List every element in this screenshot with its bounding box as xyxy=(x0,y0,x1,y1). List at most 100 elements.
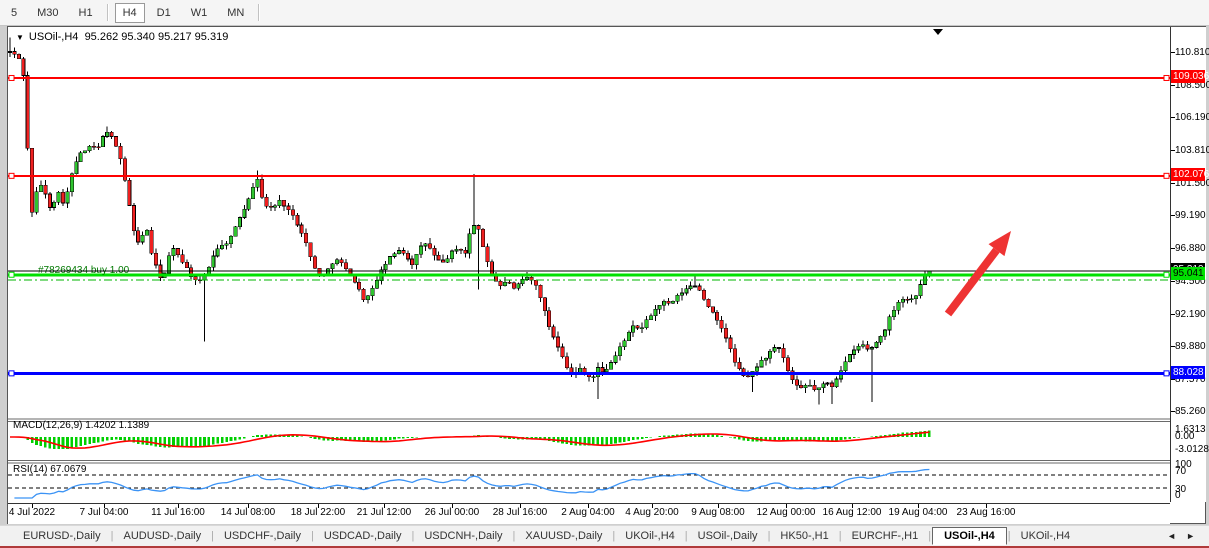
macd-bar xyxy=(609,437,613,445)
candle xyxy=(282,199,287,207)
time-axis[interactable]: 4 Jul 2022 7 Jul 04:00 11 Jul 16:00 14 Jul … xyxy=(8,503,1170,524)
macd-bar xyxy=(265,434,268,437)
timeframe-button-h1[interactable]: H1 xyxy=(78,6,93,19)
price-axis-label: 99.190 xyxy=(1175,210,1206,221)
candle xyxy=(564,356,569,368)
line-handle[interactable] xyxy=(1163,370,1170,377)
chart-tab-usdcnh-daily[interactable]: USDCNH-,Daily xyxy=(424,530,503,542)
candle xyxy=(657,305,662,310)
chart-tab-ukoil-h4[interactable]: UKOil-,H4 xyxy=(625,530,675,542)
candle xyxy=(900,298,905,303)
time-axis-label: 2 Aug 04:00 xyxy=(561,507,615,518)
line-handle[interactable] xyxy=(8,172,15,179)
timeframe-button-w1[interactable]: W1 xyxy=(190,6,208,19)
candle xyxy=(105,131,110,137)
tab-scroll-right-icon[interactable]: ► xyxy=(1186,531,1195,541)
macd-axis-label: 0.00 xyxy=(1175,431,1195,442)
price-axis-label: 85.260 xyxy=(1175,406,1206,417)
timeframe-button-m30[interactable]: M30 xyxy=(37,6,59,19)
tab-divider: | xyxy=(211,530,214,542)
time-axis-tick xyxy=(786,504,787,508)
macd-bar xyxy=(640,437,644,439)
candle xyxy=(905,298,910,301)
chart-shift-marker-icon[interactable] xyxy=(933,29,943,35)
macd-bar xyxy=(539,437,542,440)
price-axis[interactable]: 110.810 108.500 106.190 103.810 101.500 99.19… xyxy=(1170,27,1209,502)
macd-bar xyxy=(848,437,852,439)
macd-bar xyxy=(923,431,927,437)
candle xyxy=(357,282,362,290)
candle xyxy=(869,347,874,350)
macd-bar xyxy=(605,437,608,445)
candle xyxy=(511,282,516,289)
candle xyxy=(233,226,238,237)
macd-bar xyxy=(189,437,193,447)
chart-tab-usdcad-daily[interactable]: USDCAD-,Daily xyxy=(323,530,402,542)
candle xyxy=(237,217,242,228)
candle xyxy=(167,255,172,274)
macd-bar xyxy=(203,437,206,446)
chart-tab-eurusd-daily[interactable]: EURUSD-,Daily xyxy=(23,530,101,542)
candle xyxy=(476,225,481,230)
candle xyxy=(516,283,521,289)
candle xyxy=(480,228,485,247)
candle xyxy=(330,263,335,270)
candle xyxy=(458,249,463,251)
timeframe-button-h4[interactable]: H4 xyxy=(114,2,145,23)
chart-tab-ukoil-h4[interactable]: UKOil-,H4 xyxy=(1020,530,1071,542)
line-handle[interactable] xyxy=(1163,271,1170,278)
chart-tab-audusd-daily[interactable]: AUDUSD-,Daily xyxy=(123,530,202,542)
candle xyxy=(556,336,561,348)
chart-tab-eurchf-h1[interactable]: EURCHF-,H1 xyxy=(851,530,919,542)
candle xyxy=(662,300,667,306)
line-handle[interactable] xyxy=(8,370,15,377)
macd-bar xyxy=(318,437,321,440)
price-chart-canvas[interactable]: #78269434 buy 1.00 xyxy=(8,28,1170,503)
candle xyxy=(887,316,892,331)
macd-bar xyxy=(362,437,365,443)
candle xyxy=(366,295,371,301)
timeframe-button-d1[interactable]: D1 xyxy=(156,6,171,19)
chart-tab-usoil-h4[interactable]: USOil-,H4 xyxy=(932,527,1007,545)
time-axis-label: 12 Aug 00:00 xyxy=(756,507,816,518)
chart-tab-usdchf-daily[interactable]: USDCHF-,Daily xyxy=(223,530,301,542)
macd-bar xyxy=(857,437,860,438)
open-position-label: #78269434 buy 1.00 xyxy=(38,265,130,276)
price-axis-label: 89.880 xyxy=(1175,341,1206,352)
macd-bar xyxy=(711,434,715,437)
timeframe-button-mn[interactable]: MN xyxy=(227,6,245,19)
macd-bar xyxy=(764,437,768,442)
candle xyxy=(286,205,291,211)
candle xyxy=(449,250,454,259)
trend-arrow-annotation[interactable] xyxy=(944,247,1000,317)
macd-bar xyxy=(375,437,379,442)
line-handle[interactable] xyxy=(1163,172,1170,179)
candle xyxy=(273,205,278,208)
macd-bar xyxy=(574,437,578,446)
time-axis-tick xyxy=(318,504,319,508)
chart-title: ▼ USOil-,H4 95.262 95.340 95.217 95.319 xyxy=(16,31,228,43)
rsi-indicator-label: RSI(14) 67.0679 xyxy=(13,464,87,475)
macd-bar xyxy=(150,437,153,446)
timeframe-button-5[interactable]: 5 xyxy=(11,6,18,19)
line-handle[interactable] xyxy=(8,271,15,278)
price-axis-label: 106.190 xyxy=(1175,112,1209,123)
candle xyxy=(609,362,614,370)
macd-bar xyxy=(821,437,825,442)
macd-bar xyxy=(353,437,357,442)
candle xyxy=(414,254,419,266)
candle xyxy=(688,285,693,289)
chart-tab-xauusd-daily[interactable]: XAUUSD-,Daily xyxy=(525,530,603,542)
macd-bar xyxy=(658,436,662,437)
symbol-dropdown-icon[interactable]: ▼ xyxy=(16,33,24,42)
line-handle[interactable] xyxy=(1163,74,1170,81)
candle xyxy=(149,229,154,254)
line-handle[interactable] xyxy=(8,74,15,81)
pane-separator xyxy=(8,419,1170,422)
toolbar-separator xyxy=(258,4,261,21)
tab-divider: | xyxy=(767,530,771,542)
chart-tab-usoil-daily[interactable]: USOil-,Daily xyxy=(697,530,758,542)
tab-scroll-left-icon[interactable]: ◄ xyxy=(1167,531,1177,541)
chart-tab-hk50-h1[interactable]: HK50-,H1 xyxy=(780,530,829,542)
macd-signal-line xyxy=(10,431,930,449)
